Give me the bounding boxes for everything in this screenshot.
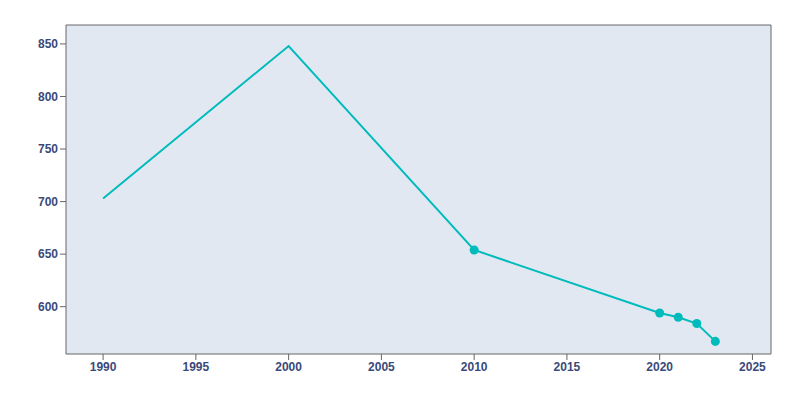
svg-text:800: 800: [38, 90, 58, 104]
svg-text:1995: 1995: [183, 360, 210, 374]
svg-text:650: 650: [38, 247, 58, 261]
svg-text:850: 850: [38, 37, 58, 51]
svg-text:1990: 1990: [90, 360, 117, 374]
svg-text:2000: 2000: [275, 360, 302, 374]
svg-text:700: 700: [38, 195, 58, 209]
svg-text:2015: 2015: [554, 360, 581, 374]
svg-text:2005: 2005: [368, 360, 395, 374]
svg-text:750: 750: [38, 142, 58, 156]
svg-text:2010: 2010: [461, 360, 488, 374]
svg-text:2025: 2025: [739, 360, 766, 374]
svg-text:600: 600: [38, 300, 58, 314]
svg-text:2020: 2020: [646, 360, 673, 374]
